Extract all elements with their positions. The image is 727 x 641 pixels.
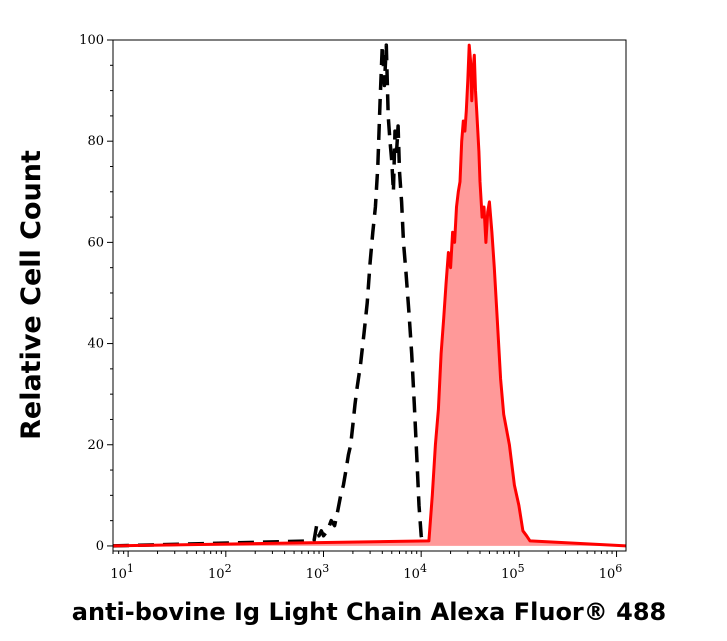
x-tick-label-2: 103 bbox=[306, 562, 330, 582]
plot-frame bbox=[112, 39, 627, 552]
y-axis-title: Relative Cell Count bbox=[16, 150, 47, 440]
x-axis-title: anti-bovine Ig Light Chain Alexa Fluor® … bbox=[72, 598, 666, 626]
x-tick-label-1: 102 bbox=[208, 562, 232, 582]
series-0-line bbox=[112, 43, 425, 548]
x-tick-label-0: 101 bbox=[110, 562, 134, 582]
y-tick-label-4: 80 bbox=[87, 134, 104, 149]
y-tick-label-0: 0 bbox=[96, 539, 104, 554]
x-tick-label-3: 104 bbox=[403, 562, 427, 582]
y-tick-label-1: 20 bbox=[87, 438, 104, 453]
x-tick-label-4: 105 bbox=[501, 562, 525, 582]
x-tick-label-5: 106 bbox=[599, 562, 623, 582]
series-1-area bbox=[113, 45, 626, 546]
series-1-line bbox=[112, 43, 627, 548]
y-tick-label-2: 40 bbox=[87, 337, 104, 352]
y-tick-label-5: 100 bbox=[79, 33, 104, 48]
y-tick-label-3: 60 bbox=[87, 235, 104, 250]
